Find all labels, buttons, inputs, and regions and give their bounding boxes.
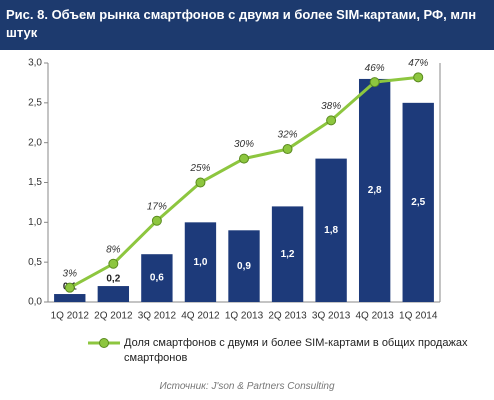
value-label: 0,6 xyxy=(150,273,164,284)
value-label: 32% xyxy=(278,130,298,141)
value-label: 25% xyxy=(189,163,210,174)
y-tick-label: 2,0 xyxy=(28,137,42,148)
bar xyxy=(271,206,304,302)
value-label: 0,2 xyxy=(106,274,120,285)
y-tick-label: 0,0 xyxy=(28,297,42,308)
value-label: 2,8 xyxy=(368,185,382,196)
x-tick-label: 3Q 2012 xyxy=(138,311,177,322)
value-label: 47% xyxy=(408,58,428,69)
bar xyxy=(228,230,260,302)
x-tick-label: 1Q 2012 xyxy=(51,311,90,322)
legend-label: Доля смартфонов с двумя и более SIM-карт… xyxy=(124,337,468,364)
value-label: 3% xyxy=(63,268,78,279)
value-label: 0,9 xyxy=(237,261,251,272)
x-tick-label: 2Q 2013 xyxy=(268,311,307,322)
bar xyxy=(184,222,217,302)
line-marker xyxy=(108,258,119,269)
y-tick-label: 2,5 xyxy=(28,97,42,108)
bar xyxy=(54,294,86,302)
x-tick-label: 4Q 2013 xyxy=(355,311,394,322)
value-label: 8% xyxy=(106,244,121,255)
line-marker xyxy=(239,153,249,164)
bar xyxy=(141,254,173,302)
line-marker xyxy=(282,144,293,155)
x-tick-label: 3Q 2013 xyxy=(312,311,351,322)
value-label: 1,2 xyxy=(281,249,295,260)
line-marker xyxy=(64,282,75,293)
bar xyxy=(358,78,391,302)
line-marker xyxy=(151,215,162,226)
bar xyxy=(402,102,434,302)
value-label: 46% xyxy=(365,63,385,74)
line-marker xyxy=(195,177,206,188)
legend-marker xyxy=(99,338,109,348)
y-tick-label: 0,5 xyxy=(28,257,42,268)
bar xyxy=(97,286,130,302)
y-tick-label: 3,0 xyxy=(28,58,42,69)
chart-title: Рис. 8. Объем рынка смартфонов с двумя и… xyxy=(0,0,494,50)
line-marker xyxy=(369,77,380,88)
bar xyxy=(315,158,347,302)
source-note: Источник: J'son & Partners Consulting xyxy=(159,381,335,392)
value-label: 1,0 xyxy=(193,257,207,268)
value-label: 1,8 xyxy=(324,225,338,236)
y-tick-label: 1,0 xyxy=(28,217,42,228)
value-label: 38% xyxy=(321,101,341,112)
line-marker xyxy=(326,115,337,126)
y-tick-label: 1,5 xyxy=(28,177,42,188)
value-label: 30% xyxy=(234,139,254,150)
x-tick-label: 4Q 2012 xyxy=(181,311,220,322)
value-label: 17% xyxy=(147,201,167,212)
x-tick-label: 1Q 2013 xyxy=(225,311,264,322)
value-label: 2,5 xyxy=(411,197,425,208)
x-tick-label: 2Q 2012 xyxy=(94,311,133,322)
line-marker xyxy=(413,72,424,83)
x-tick-label: 1Q 2014 xyxy=(399,311,438,322)
